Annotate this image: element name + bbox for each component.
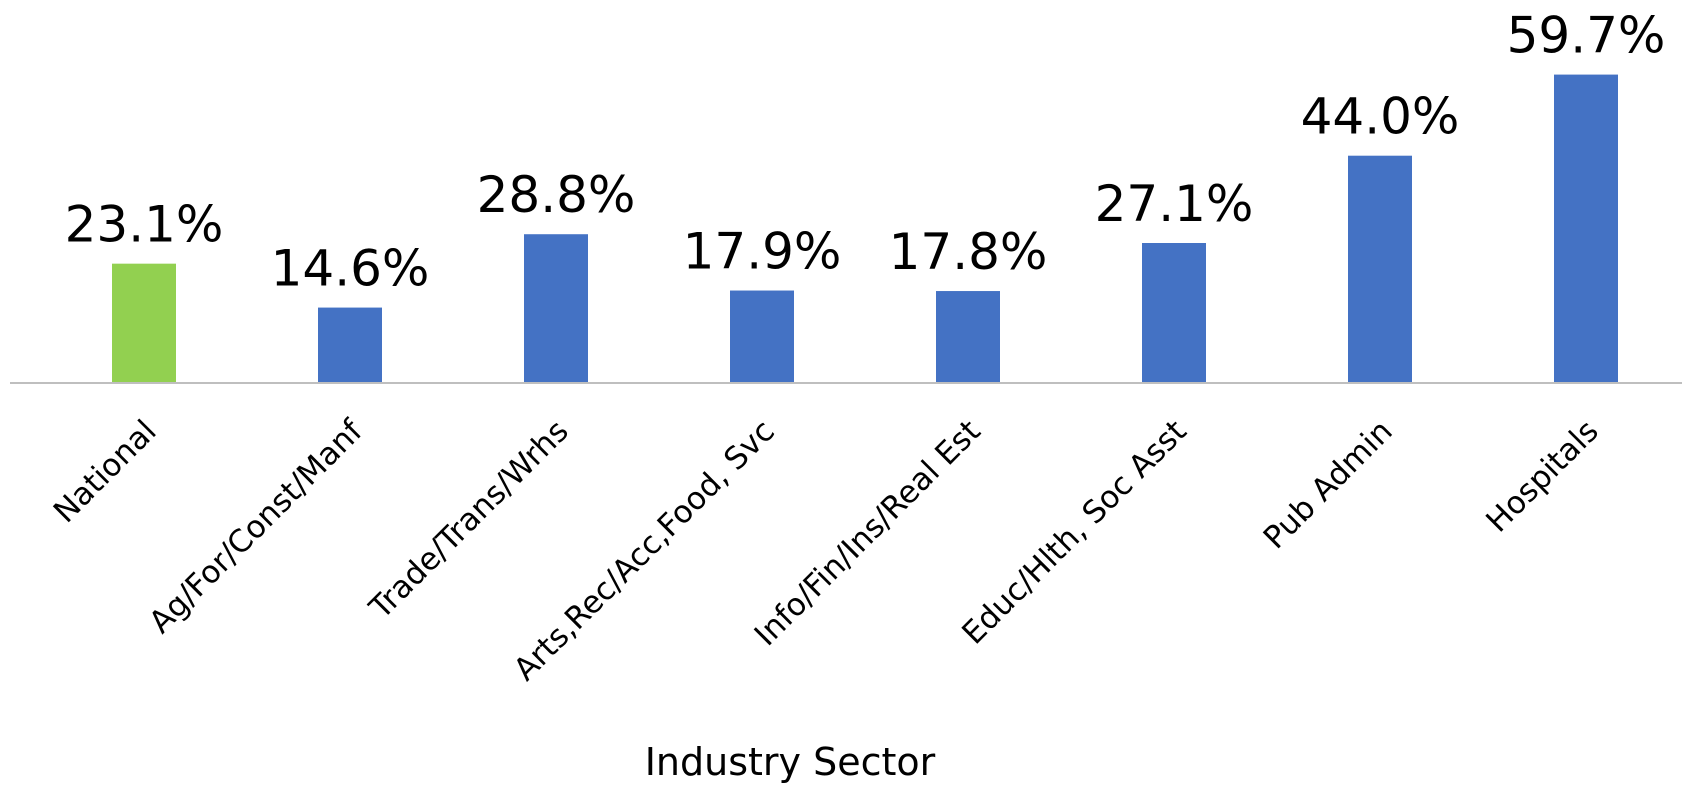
bars-group: [112, 74, 1618, 384]
bar-4: [936, 291, 1000, 383]
data-label-7: 59.7%: [1507, 7, 1666, 65]
data-label-1: 14.6%: [271, 240, 430, 298]
data-label-3: 17.9%: [683, 223, 842, 281]
category-label-5: Educ/Hlth, Soc Asst: [955, 413, 1193, 651]
bar-0: [112, 263, 176, 383]
bar-1: [318, 307, 382, 383]
category-label-6: Pub Admin: [1257, 413, 1400, 556]
x-axis-title: Industry Sector: [645, 740, 936, 784]
category-label-7: Hospitals: [1479, 413, 1605, 539]
bar-2: [524, 234, 588, 383]
category-label-2: Trade/Trans/Wrhs: [362, 413, 576, 627]
category-label-0: National: [47, 413, 164, 530]
data-labels-group: 23.1% 14.6% 28.8% 17.9% 17.8% 27.1% 44.0% 59.7%: [65, 7, 1666, 298]
data-label-6: 44.0%: [1301, 88, 1460, 146]
category-label-1: Ag/For/Const/Manf: [142, 412, 370, 640]
data-label-0: 23.1%: [65, 196, 224, 254]
bar-3: [730, 290, 794, 383]
category-labels-group: NationalAg/For/Const/ManfTrade/Trans/Wrh…: [47, 412, 1606, 688]
bar-7: [1554, 74, 1618, 384]
category-label-4: Info/Fin/Ins/Real Est: [748, 413, 988, 653]
bar-6: [1348, 155, 1412, 383]
data-label-4: 17.8%: [889, 223, 1048, 281]
bar-5: [1142, 243, 1206, 383]
data-label-2: 28.8%: [477, 166, 636, 224]
data-label-5: 27.1%: [1095, 175, 1254, 233]
